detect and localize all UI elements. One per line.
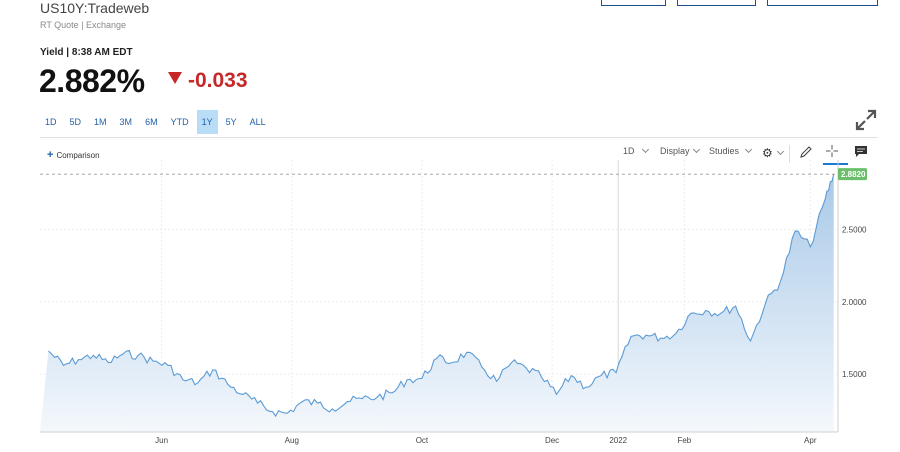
interval-label: 1D (623, 146, 635, 156)
range-3m[interactable]: 3M (119, 117, 133, 127)
crosshair-icon[interactable] (826, 145, 838, 157)
crosshair-active-indicator (823, 163, 848, 165)
x-tick-label: Aug (285, 436, 299, 445)
symbol-title: US10Y:Tradeweb (40, 0, 150, 16)
x-tick-labels: Jun Aug Oct Dec 2022 Feb Apr (155, 436, 817, 445)
last-value-label: 2.8820 (841, 170, 866, 179)
x-tick-label: 2022 (609, 436, 627, 445)
yield-series-line (48, 174, 835, 418)
yield-timestamp: Yield | 8:38 AM EDT (40, 47, 133, 58)
header-button-1[interactable] (601, 0, 666, 6)
x-tick-label: Jun (155, 436, 168, 445)
comparison-label: Comparison (56, 151, 100, 160)
range-selector: 1D 5D 1M 3M 6M YTD 1Y 5Y ALL (40, 110, 274, 134)
y-tick-label: 2.5000 (842, 225, 867, 234)
x-tick-label: Feb (677, 436, 691, 445)
yield-area-fill (40, 174, 834, 432)
yield-chart[interactable]: 1.5000 2.0000 2.5000 Jun Aug Oct Dec 2022 Feb Ap… (0, 160, 900, 452)
last-value-badge-bg (838, 168, 867, 181)
y-tick-label: 2.0000 (842, 298, 867, 307)
x-tick-label: Oct (416, 436, 429, 445)
range-1y[interactable]: 1Y (196, 110, 218, 134)
comparison-button[interactable]: + Comparison (47, 149, 100, 161)
display-label: Display (660, 146, 690, 156)
range-1d[interactable]: 1D (45, 117, 57, 127)
range-5d[interactable]: 5D (69, 117, 82, 127)
x-tick-label: Apr (804, 436, 817, 445)
display-dropdown[interactable]: Display (660, 145, 700, 162)
top-button-row (0, 0, 900, 6)
down-arrow-icon (168, 72, 182, 84)
chevron-down-icon (692, 145, 700, 154)
quote-subtitle: RT Quote | Exchange (40, 20, 127, 30)
range-5y[interactable]: 5Y (225, 117, 237, 127)
gear-icon[interactable]: ⚙ (762, 146, 773, 160)
price-value: 2.882% (39, 63, 145, 99)
range-6m[interactable]: 6M (145, 117, 158, 127)
range-1m[interactable]: 1M (94, 117, 107, 127)
chevron-down-icon (641, 145, 649, 154)
y-tick-label: 1.5000 (842, 370, 867, 379)
last-value-badge: 2.8820 (838, 168, 867, 181)
interval-dropdown[interactable]: 1D (623, 145, 649, 162)
chart-top-border (40, 137, 878, 138)
plus-icon: + (47, 149, 54, 161)
header-button-2[interactable] (677, 0, 756, 6)
expand-icon[interactable] (854, 108, 878, 132)
header-button-3[interactable] (767, 0, 878, 6)
comment-icon[interactable] (855, 146, 867, 157)
range-all[interactable]: ALL (249, 117, 266, 127)
y-tick-labels: 1.5000 2.0000 2.5000 (842, 225, 867, 379)
studies-dropdown[interactable]: Studies (709, 145, 753, 162)
chevron-down-icon (744, 145, 753, 154)
x-tick-label: Dec (545, 436, 559, 445)
chevron-down-icon (776, 147, 785, 156)
studies-label: Studies (709, 146, 740, 156)
price-change: -0.033 (188, 69, 248, 92)
pencil-icon[interactable] (799, 145, 813, 159)
range-ytd[interactable]: YTD (170, 117, 189, 127)
toolbar-divider (789, 145, 790, 163)
